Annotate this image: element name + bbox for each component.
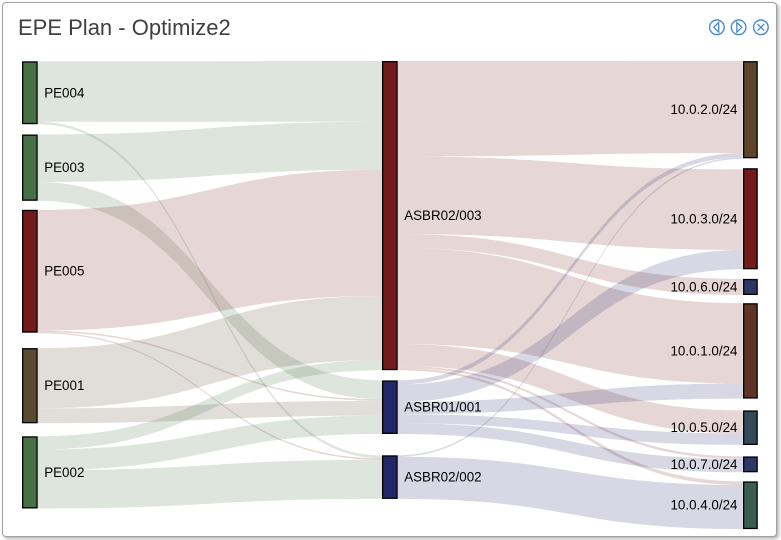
svg-text:PE004: PE004 [44, 85, 85, 100]
svg-text:10.0.3.0/24: 10.0.3.0/24 [670, 211, 738, 226]
svg-text:10.0.5.0/24: 10.0.5.0/24 [670, 420, 738, 435]
svg-text:PE001: PE001 [44, 378, 84, 393]
svg-text:PE003: PE003 [44, 160, 84, 175]
svg-text:ASBR01/001: ASBR01/001 [404, 400, 481, 415]
svg-text:ASBR02/003: ASBR02/003 [404, 208, 481, 223]
svg-text:10.0.4.0/24: 10.0.4.0/24 [670, 498, 738, 513]
svg-text:ASBR02/002: ASBR02/002 [404, 470, 481, 485]
svg-text:10.0.7.0/24: 10.0.7.0/24 [670, 457, 738, 472]
svg-text:10.0.1.0/24: 10.0.1.0/24 [670, 343, 738, 358]
svg-text:10.0.6.0/24: 10.0.6.0/24 [670, 279, 738, 294]
svg-text:PE005: PE005 [44, 264, 84, 279]
svg-text:10.0.2.0/24: 10.0.2.0/24 [670, 102, 738, 117]
svg-text:PE002: PE002 [44, 465, 84, 480]
